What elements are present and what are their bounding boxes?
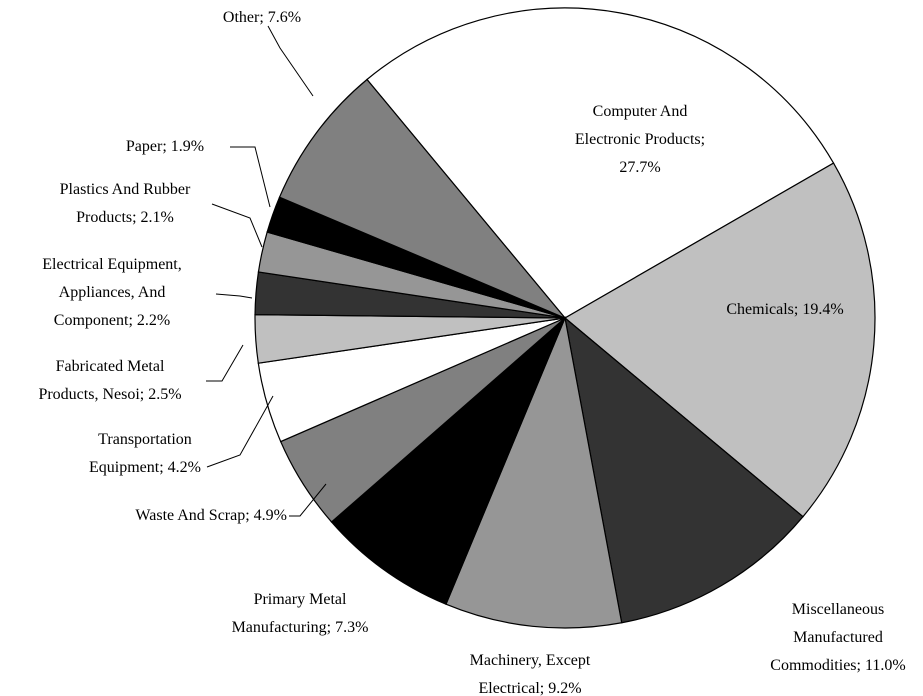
label-line: 27.7%	[619, 159, 660, 176]
pie-slice	[278, 78, 566, 319]
label-line: Products; 2.1%	[76, 209, 174, 226]
label-line: Miscellaneous	[792, 601, 884, 618]
pie-slice	[445, 315, 623, 629]
slice-label: Transportation Equipment; 4.2%	[89, 431, 201, 476]
slice-label: Waste And Scrap; 4.9%	[135, 507, 287, 524]
label-line: Commodities; 11.0%	[770, 657, 905, 674]
pie-slice	[564, 316, 804, 624]
slice-label: Primary Metal Manufacturing; 7.3%	[232, 591, 369, 636]
label-line: Paper; 1.9%	[126, 138, 204, 155]
label-line: Electronic Products;	[575, 131, 705, 148]
label-line: Manufacturing; 7.3%	[232, 619, 369, 636]
slice-label: Electrical Equipment, Appliances, And Comp…	[42, 256, 182, 329]
slice-label: Miscellaneous Manufactured Commodities; 11…	[770, 601, 905, 674]
slice-label: Plastics And Rubber Products; 2.1%	[60, 181, 191, 226]
label-line: Electrical Equipment,	[42, 256, 182, 273]
label-line: Computer And	[593, 103, 688, 120]
slice-label: Other; 7.6%	[223, 9, 301, 26]
leader-line	[206, 344, 244, 382]
label-line: Products, Nesoi; 2.5%	[38, 386, 181, 403]
label-line: Fabricated Metal	[56, 358, 165, 375]
leader-line	[267, 25, 314, 97]
label-line: Waste And Scrap; 4.9%	[135, 507, 287, 524]
label-line: Other; 7.6%	[223, 9, 301, 26]
pie-slice	[330, 317, 566, 606]
leader-line	[215, 293, 253, 299]
leader-line	[230, 146, 271, 208]
label-line: Appliances, And	[59, 284, 166, 301]
label-line: Plastics And Rubber	[60, 181, 191, 198]
slice-label: Chemicals; 19.4%	[726, 301, 843, 318]
label-line: Component; 2.2%	[54, 312, 170, 329]
label-line: Transportation	[98, 431, 192, 448]
label-line: Equipment; 4.2%	[89, 459, 201, 476]
slice-label: Machinery, Except Electrical; 9.2%	[470, 652, 591, 696]
slice-label: Computer And Electronic Products; 27.7%	[575, 103, 705, 176]
label-line: Electrical; 9.2%	[478, 680, 581, 696]
leader-line	[206, 395, 274, 468]
pie-slice	[563, 162, 876, 518]
label-line: Chemicals; 19.4%	[726, 301, 843, 318]
label-line: Machinery, Except	[470, 652, 591, 669]
pie-slice	[366, 7, 835, 319]
leader-line	[211, 203, 263, 248]
label-line: Primary Metal	[254, 591, 347, 608]
slice-label: Paper; 1.9%	[126, 138, 204, 155]
slice-label: Fabricated Metal Products, Nesoi; 2.5%	[38, 358, 181, 403]
label-line: Manufactured	[793, 629, 883, 646]
leader-line	[289, 483, 327, 517]
